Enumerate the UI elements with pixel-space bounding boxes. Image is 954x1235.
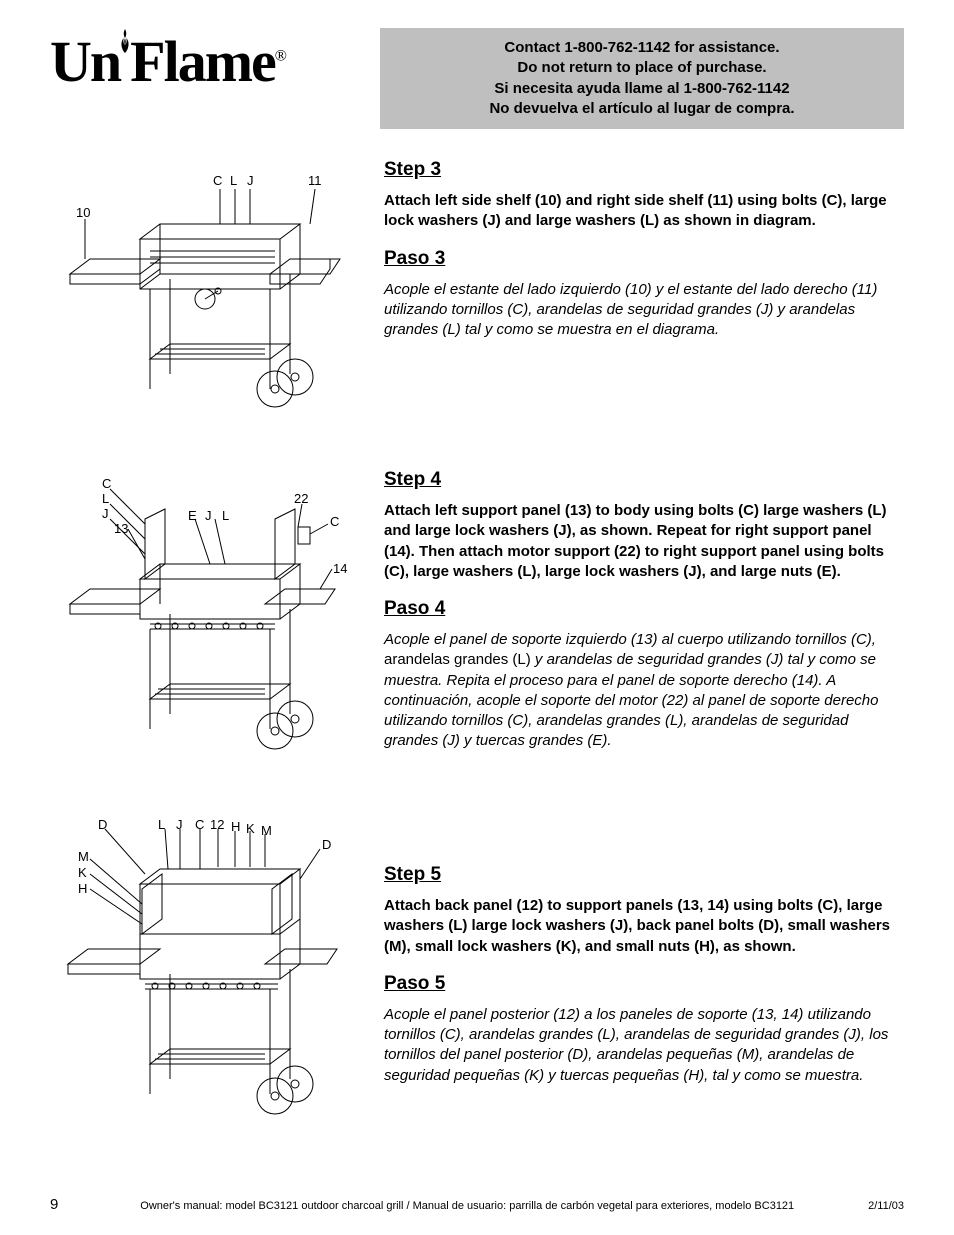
label-h2: H [78, 881, 87, 896]
label-c2: C [330, 514, 339, 529]
label-d: D [98, 817, 107, 832]
footer-text: Owner's manual: model BC3121 outdoor cha… [86, 1200, 848, 1212]
label-l: L [158, 817, 165, 832]
label-12: 12 [210, 817, 224, 832]
notice-line: Si necesita ayuda llame al 1-800-762-114… [394, 79, 890, 99]
diagram-4: C L J 13 E J L 22 C 14 [50, 469, 350, 779]
notice-line: Contact 1-800-762-1142 for assistance. [394, 38, 890, 58]
footer: 9 Owner's manual: model BC3121 outdoor c… [50, 1196, 904, 1213]
label-m: M [261, 823, 272, 838]
step-5-text: Step 5 Attach back panel (12) to support… [384, 819, 904, 1139]
label-k2: K [78, 865, 87, 880]
step-5-title: Step 5 [384, 864, 904, 886]
step-4-body: Attach left support panel (13) to body u… [384, 501, 904, 582]
step-3-text: Step 3 Attach left side shelf (10) and r… [384, 159, 904, 429]
grill-diagram-5 [50, 819, 350, 1139]
step-4-text: Step 4 Attach left support panel (13) to… [384, 469, 904, 779]
diagram-5-col: D L J C 12 H K M D M K H [50, 819, 360, 1139]
flame-icon [118, 0, 132, 24]
label-j: J [247, 173, 254, 188]
diagram-3: C L J 11 10 [50, 159, 350, 429]
step-3-row: C L J 11 10 Step 3 Attach left side shel… [50, 159, 904, 429]
logo-text: UnFlame® [50, 28, 285, 95]
label-13: 13 [114, 521, 128, 536]
label-c: C [213, 173, 222, 188]
footer-date: 2/11/03 [868, 1200, 904, 1212]
step-5-body: Attach back panel (12) to support panels… [384, 896, 904, 957]
label-k: K [246, 821, 255, 836]
logo-part-b: Flame [130, 29, 275, 94]
paso-4-body: Acople el panel de soporte izquierdo (13… [384, 630, 904, 752]
step-5-row: D L J C 12 H K M D M K H Step 5 Attach b… [50, 819, 904, 1139]
paso4-a: Acople el panel de soporte izquierdo (13… [384, 631, 876, 648]
step-4-row: C L J 13 E J L 22 C 14 Step 4 Attach lef… [50, 469, 904, 779]
label-e: E [188, 508, 197, 523]
contact-notice: Contact 1-800-762-1142 for assistance. D… [380, 28, 904, 129]
paso-5-body: Acople el panel posterior (12) a los pan… [384, 1005, 904, 1086]
step-4-title: Step 4 [384, 469, 904, 491]
label-l2: L [222, 508, 229, 523]
step-3-body: Attach left side shelf (10) and right si… [384, 191, 904, 232]
paso-5-title: Paso 5 [384, 973, 904, 995]
notice-line: Do not return to place of purchase. [394, 58, 890, 78]
registered-icon: ® [275, 48, 285, 65]
label-d2: D [322, 837, 331, 852]
label-l: L [230, 173, 237, 188]
label-11: 11 [308, 173, 322, 188]
paso-4-title: Paso 4 [384, 598, 904, 620]
label-14: 14 [333, 561, 347, 576]
notice-line: No devuelva el artículo al lugar de comp… [394, 99, 890, 119]
logo-part-a: Un [50, 29, 120, 94]
label-10: 10 [76, 205, 90, 220]
grill-diagram-3 [50, 159, 350, 429]
diagram-5: D L J C 12 H K M D M K H [50, 819, 350, 1139]
label-j2: J [205, 508, 212, 523]
label-c: C [195, 817, 204, 832]
label-h: H [231, 819, 240, 834]
paso-3-title: Paso 3 [384, 248, 904, 270]
logo: UnFlame® [50, 28, 360, 95]
label-22: 22 [294, 491, 308, 506]
grill-diagram-4 [50, 469, 350, 779]
step-3-title: Step 3 [384, 159, 904, 181]
label-l: L [102, 491, 109, 506]
page-number: 9 [50, 1196, 58, 1213]
header: UnFlame® Contact 1-800-762-1142 for assi… [50, 28, 904, 129]
paso-3-body: Acople el estante del lado izquierdo (10… [384, 280, 904, 341]
label-j: J [176, 817, 183, 832]
paso4-up: arandelas grandes (L) [384, 651, 531, 668]
label-m2: M [78, 849, 89, 864]
label-c: C [102, 476, 111, 491]
diagram-3-col: C L J 11 10 [50, 159, 360, 429]
label-j: J [102, 506, 109, 521]
diagram-4-col: C L J 13 E J L 22 C 14 [50, 469, 360, 779]
